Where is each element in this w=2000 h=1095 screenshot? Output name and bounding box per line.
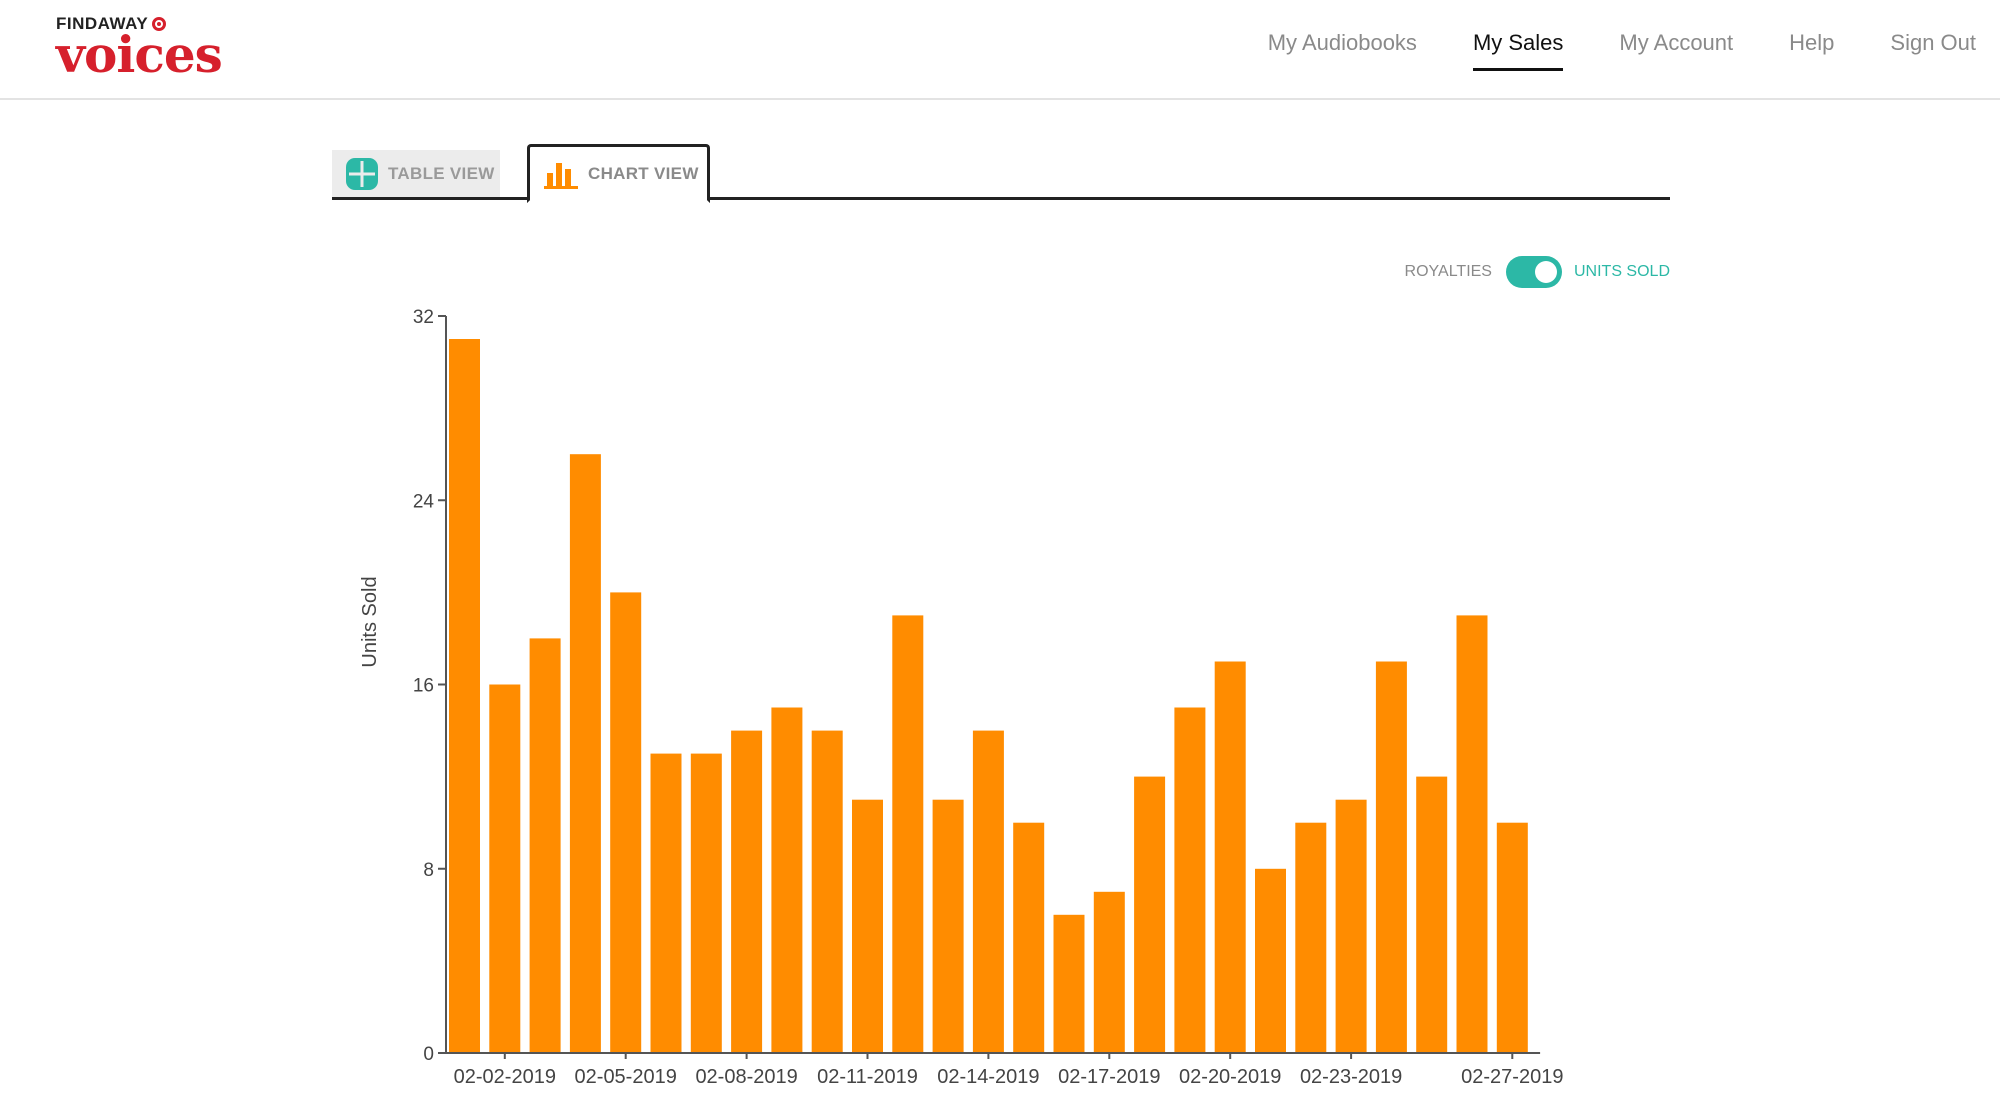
nav-help[interactable]: Help — [1789, 30, 1835, 55]
x-tick-label: 02-20-2019 — [1179, 1066, 1281, 1088]
bar-02-17-2019[interactable] — [1093, 891, 1125, 1053]
bar-02-07-2019[interactable] — [690, 753, 722, 1053]
bar-chart-icon — [544, 159, 578, 189]
x-tick-label: 02-02-2019 — [454, 1066, 556, 1088]
tab-chart-view-label: CHART VIEW — [588, 163, 699, 183]
bar-02-03-2019[interactable] — [529, 638, 561, 1053]
bar-02-16-2019[interactable] — [1053, 914, 1085, 1053]
bar-02-11-2019[interactable] — [852, 799, 883, 1053]
x-tick-label: 02-08-2019 — [695, 1066, 797, 1088]
metric-toggle-switch[interactable] — [1505, 256, 1562, 288]
bar-02-01-2019[interactable] — [449, 339, 480, 1053]
bar-02-13-2019[interactable] — [932, 799, 964, 1053]
toggle-royalties-label[interactable]: ROYALTIES — [1404, 263, 1492, 280]
view-tabs: TABLE VIEW CHART VIEW — [332, 144, 1670, 203]
nav-sign-out[interactable]: Sign Out — [1890, 30, 1976, 55]
x-axis: 02-02-2019 02-05-2019 02-08-2019 02-11-2019… — [446, 1052, 1563, 1088]
x-tick-label: 02-17-2019 — [1058, 1066, 1160, 1088]
tab-table-view[interactable]: TABLE VIEW — [332, 150, 500, 197]
x-tick-label: 02-14-2019 — [937, 1066, 1039, 1088]
y-tick-label: 0 — [423, 1044, 434, 1065]
nav-my-account[interactable]: My Account — [1619, 30, 1734, 55]
tab-table-view-label: TABLE VIEW — [388, 163, 495, 183]
record-dot-icon — [152, 17, 167, 31]
logo-small-text: FINDAWAY — [56, 14, 149, 33]
bar-02-05-2019[interactable] — [610, 592, 642, 1053]
bar-02-24-2019[interactable] — [1375, 661, 1407, 1054]
x-tick-label: 02-05-2019 — [575, 1066, 677, 1088]
x-tick-label: 02-23-2019 — [1300, 1066, 1402, 1088]
bar-02-25-2019[interactable] — [1416, 776, 1448, 1053]
main-nav: My Audiobooks My Sales My Account Help S… — [1212, 30, 1976, 71]
bar-02-02-2019[interactable] — [489, 684, 521, 1054]
table-grid-icon — [346, 157, 378, 190]
bar-02-14-2019[interactable] — [972, 730, 1004, 1053]
bar-02-18-2019[interactable] — [1134, 776, 1166, 1053]
y-axis-label: Units Sold — [359, 576, 381, 667]
y-tick-label: 32 — [413, 307, 434, 328]
bar-02-06-2019[interactable] — [650, 753, 682, 1053]
logo-big-text: voices — [56, 25, 223, 84]
tab-chart-view[interactable]: CHART VIEW — [527, 144, 710, 203]
nav-my-audiobooks[interactable]: My Audiobooks — [1267, 30, 1417, 55]
app-header: FINDAWAY voices My Audiobooks My Sales M… — [0, 0, 2000, 100]
bar-02-27-2019[interactable] — [1496, 822, 1528, 1053]
bar-02-12-2019[interactable] — [892, 615, 924, 1053]
bar-02-09-2019[interactable] — [771, 707, 803, 1054]
x-tick-label: 02-27-2019 — [1461, 1066, 1563, 1088]
toggle-knob — [1534, 261, 1557, 283]
y-axis: 0 8 16 24 32 — [413, 307, 447, 1065]
bar-02-04-2019[interactable] — [569, 454, 601, 1053]
findaway-voices-logo[interactable]: FINDAWAY voices — [56, 14, 223, 84]
y-tick-label: 16 — [413, 676, 434, 697]
x-tick-label: 02-11-2019 — [817, 1066, 918, 1088]
bar-02-15-2019[interactable] — [1013, 822, 1045, 1053]
toggle-units-sold-label[interactable]: UNITS SOLD — [1573, 263, 1670, 280]
bar-02-20-2019[interactable] — [1214, 661, 1246, 1054]
bar-02-22-2019[interactable] — [1295, 822, 1327, 1053]
y-tick-label: 8 — [423, 860, 434, 881]
nav-my-sales[interactable]: My Sales — [1472, 30, 1564, 71]
bar-02-21-2019[interactable] — [1255, 868, 1286, 1054]
bar-02-08-2019[interactable] — [731, 730, 763, 1053]
bar-02-19-2019[interactable] — [1174, 707, 1206, 1054]
bar-02-10-2019[interactable] — [811, 730, 843, 1053]
metric-toggle: ROYALTIES UNITS SOLD — [1405, 256, 1670, 288]
bar-02-26-2019[interactable] — [1456, 615, 1488, 1053]
bars — [449, 339, 1528, 1054]
bar-02-23-2019[interactable] — [1335, 799, 1367, 1053]
y-tick-label: 24 — [413, 491, 435, 512]
